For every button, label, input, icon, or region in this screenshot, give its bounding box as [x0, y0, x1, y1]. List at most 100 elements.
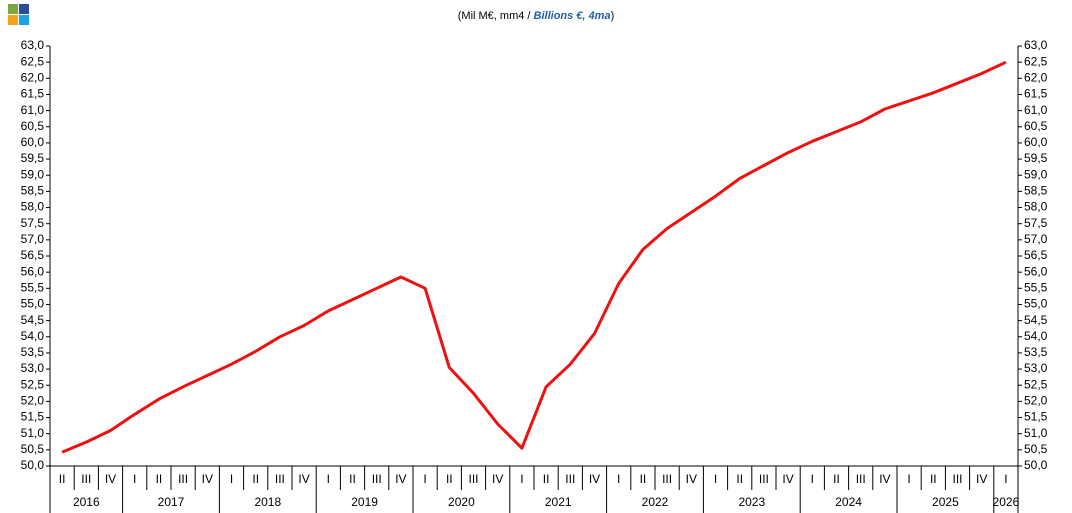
y2-tick-label: 56,5 — [1024, 248, 1048, 262]
y-tick-label: 53,5 — [21, 345, 45, 359]
y2-tick-label: 60,5 — [1024, 119, 1048, 133]
x-tick-label: III — [178, 472, 188, 486]
y2-tick-label: 50,0 — [1024, 458, 1048, 472]
subtitle: (Mil M€, mm4 / Billions €, 4ma) — [458, 10, 614, 22]
x-tick-label: III — [372, 472, 382, 486]
series-line — [61, 60, 1007, 454]
y-tick-label: 63,0 — [21, 38, 45, 52]
y-tick-label: 62,5 — [21, 54, 45, 68]
subtitle-part: (Mil M€, mm4 / — [458, 10, 534, 22]
x-tick-label: IV — [492, 472, 503, 486]
y2-tick-label: 57,0 — [1024, 232, 1048, 246]
x-tick-label: I — [907, 472, 910, 486]
y2-tick-label: 59,5 — [1024, 151, 1048, 165]
y2-tick-label: 57,5 — [1024, 216, 1048, 230]
y-tick-label: 50,5 — [21, 442, 45, 456]
x-tick-label: IV — [202, 472, 213, 486]
y2-tick-label: 63,0 — [1024, 38, 1048, 52]
x-tick-label: III — [856, 472, 866, 486]
year-label: 2020 — [448, 495, 475, 509]
y-tick-label: 56,5 — [21, 248, 45, 262]
y-tick-label: 52,0 — [21, 394, 45, 408]
x-tick-label: III — [565, 472, 575, 486]
x-tick-label: III — [759, 472, 769, 486]
x-tick-label: I — [811, 472, 814, 486]
x-tick-label: II — [446, 472, 453, 486]
y-tick-label: 52,5 — [21, 377, 45, 391]
year-label: 2026 — [993, 495, 1020, 509]
y-tick-label: 58,5 — [21, 184, 45, 198]
x-tick-label: II — [349, 472, 356, 486]
subtitle-en: Billions €, 4ma — [534, 10, 611, 22]
y2-tick-label: 56,0 — [1024, 264, 1048, 278]
y2-tick-label: 60,0 — [1024, 135, 1048, 149]
x-tick-label: III — [468, 472, 478, 486]
y2-tick-label: 62,5 — [1024, 54, 1048, 68]
year-label: 2024 — [835, 495, 862, 509]
x-tick-label: I — [133, 472, 136, 486]
y-tick-label: 61,5 — [21, 87, 45, 101]
x-tick-label: I — [1004, 472, 1007, 486]
x-tick-label: IV — [589, 472, 600, 486]
x-tick-label: II — [252, 472, 259, 486]
y-tick-label: 54,0 — [21, 329, 45, 343]
x-tick-label: III — [662, 472, 672, 486]
y-tick-label: 55,5 — [21, 280, 45, 294]
x-tick-label: I — [230, 472, 233, 486]
x-tick-label: I — [520, 472, 523, 486]
x-tick-label: IV — [879, 472, 890, 486]
x-tick-label: II — [930, 472, 937, 486]
y2-tick-label: 55,0 — [1024, 297, 1048, 311]
x-tick-label: IV — [105, 472, 116, 486]
y-tick-label: 60,0 — [21, 135, 45, 149]
y-tick-label: 58,0 — [21, 200, 45, 214]
x-tick-label: I — [327, 472, 330, 486]
logo — [8, 4, 29, 25]
y2-tick-label: 50,5 — [1024, 442, 1048, 456]
y-tick-label: 60,5 — [21, 119, 45, 133]
y-tick-label: 53,0 — [21, 361, 45, 375]
y2-tick-label: 53,5 — [1024, 345, 1048, 359]
y-tick-label: 62,0 — [21, 70, 45, 84]
y-tick-label: 57,5 — [21, 216, 45, 230]
x-tick-label: III — [952, 472, 962, 486]
y2-tick-label: 51,5 — [1024, 410, 1048, 424]
y-tick-label: 50,0 — [21, 458, 45, 472]
y2-tick-label: 54,0 — [1024, 329, 1048, 343]
y2-tick-label: 52,0 — [1024, 394, 1048, 408]
y-tick-label: 59,5 — [21, 151, 45, 165]
year-label: 2016 — [73, 495, 100, 509]
x-tick-label: III — [275, 472, 285, 486]
y2-tick-label: 62,0 — [1024, 70, 1048, 84]
x-tick-label: IV — [395, 472, 406, 486]
y-tick-label: 57,0 — [21, 232, 45, 246]
x-tick-label: I — [714, 472, 717, 486]
y2-tick-label: 52,5 — [1024, 377, 1048, 391]
x-tick-label: I — [423, 472, 426, 486]
subtitle-end: ) — [611, 10, 615, 22]
y-tick-label: 54,5 — [21, 313, 45, 327]
y2-tick-label: 61,0 — [1024, 103, 1048, 117]
x-tick-label: I — [617, 472, 620, 486]
y-tick-label: 51,5 — [21, 410, 45, 424]
y2-tick-label: 54,5 — [1024, 313, 1048, 327]
y-tick-label: 61,0 — [21, 103, 45, 117]
x-tick-label: IV — [686, 472, 697, 486]
x-tick-label: II — [736, 472, 743, 486]
x-tick-label: II — [59, 472, 66, 486]
y-tick-label: 59,0 — [21, 167, 45, 181]
x-tick-label: II — [543, 472, 550, 486]
year-label: 2021 — [545, 495, 572, 509]
y-tick-label: 51,0 — [21, 426, 45, 440]
y2-tick-label: 51,0 — [1024, 426, 1048, 440]
x-tick-label: IV — [298, 472, 309, 486]
x-tick-label: IV — [976, 472, 987, 486]
x-tick-label: II — [156, 472, 163, 486]
year-label: 2018 — [254, 495, 281, 509]
x-tick-label: II — [833, 472, 840, 486]
year-label: 2022 — [642, 495, 669, 509]
y2-tick-label: 55,5 — [1024, 280, 1048, 294]
y2-tick-label: 58,0 — [1024, 200, 1048, 214]
y2-tick-label: 59,0 — [1024, 167, 1048, 181]
